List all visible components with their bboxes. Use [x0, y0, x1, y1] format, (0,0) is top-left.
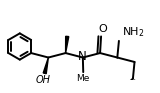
Text: NH$_2$: NH$_2$: [122, 25, 145, 39]
Polygon shape: [43, 57, 48, 74]
Text: O: O: [98, 24, 107, 34]
Text: Me: Me: [76, 74, 89, 83]
Text: N: N: [78, 50, 87, 63]
Text: OH: OH: [35, 75, 50, 85]
Polygon shape: [66, 36, 69, 53]
